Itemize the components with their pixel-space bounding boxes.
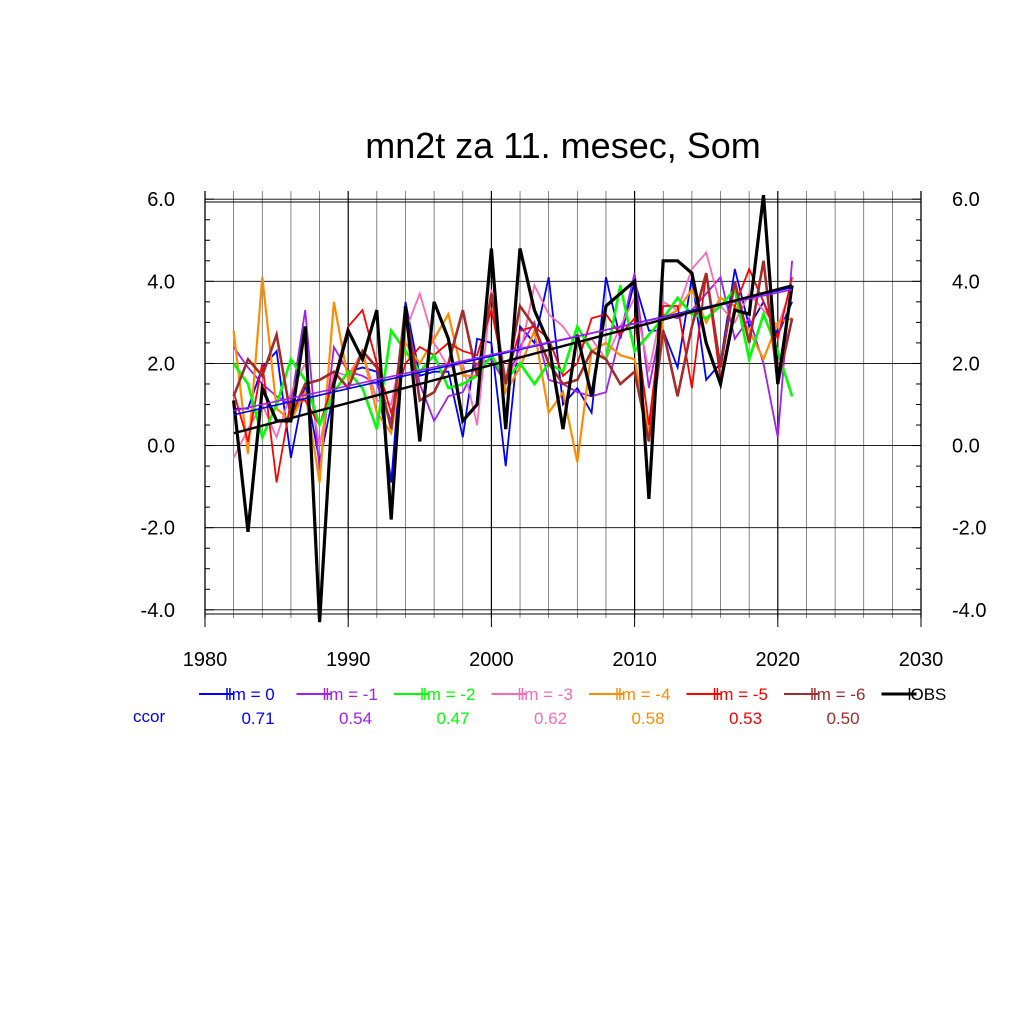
y-tick-label-left: -4.0 [141,600,175,622]
y-tick-label-left: 4.0 [147,271,175,293]
ccor-value: 0.71 [241,709,274,728]
axes: -4.0 -4.0 -2.0 -2.0 0.0 0.0 2.0 2.0 4.0 4.0 6.0 6.0… [141,189,987,671]
y-tick-label-right: 6.0 [952,189,980,211]
legend-label: lm = 0 [228,685,275,704]
trend-line-lm0 [233,286,793,416]
series-group [232,194,794,623]
chart-title: mn2t za 11. mesec, Som [365,125,761,166]
trend-lines [233,284,793,435]
legend-label: lm = -3 [521,685,573,704]
ccor-value: 0.58 [631,709,664,728]
x-tick-label: 2020 [756,649,801,671]
legend-label: lm = -6 [813,685,865,704]
ccor-value: 0.53 [729,709,762,728]
ccor-label: ccor [133,707,165,726]
y-tick-label-left: 0.0 [147,436,175,458]
legend: ccor lm = 0 0.71 lm = -1 0.54 lm = -2 0.47 lm =… [133,685,946,728]
x-tick-label: 1990 [326,649,371,671]
trend-line-obs [233,284,793,435]
x-tick-label: 2010 [612,649,657,671]
legend-label: OBS [911,685,947,704]
legend-label: lm = -1 [326,685,378,704]
y-tick-label-right: -2.0 [952,518,986,540]
legend-label: lm = -4 [618,685,670,704]
y-tick-label-left: 6.0 [147,189,175,211]
ccor-value: 0.54 [339,709,372,728]
legend-label: lm = -2 [423,685,475,704]
y-tick-label-left: -2.0 [141,518,175,540]
y-tick-label-right: -4.0 [952,600,986,622]
y-tick-label-right: 2.0 [952,353,980,375]
ccor-value: 0.62 [534,709,567,728]
x-tick-label: 2030 [899,649,944,671]
ccor-value: 0.47 [436,709,469,728]
y-tick-label-left: 2.0 [147,353,175,375]
y-tick-label-right: 0.0 [952,436,980,458]
y-tick-label-right: 4.0 [952,271,980,293]
x-tick-label: 2000 [469,649,514,671]
ccor-value: 0.50 [826,709,859,728]
legend-label: lm = -5 [716,685,768,704]
grid [205,191,921,618]
x-tick-label: 1980 [183,649,228,671]
